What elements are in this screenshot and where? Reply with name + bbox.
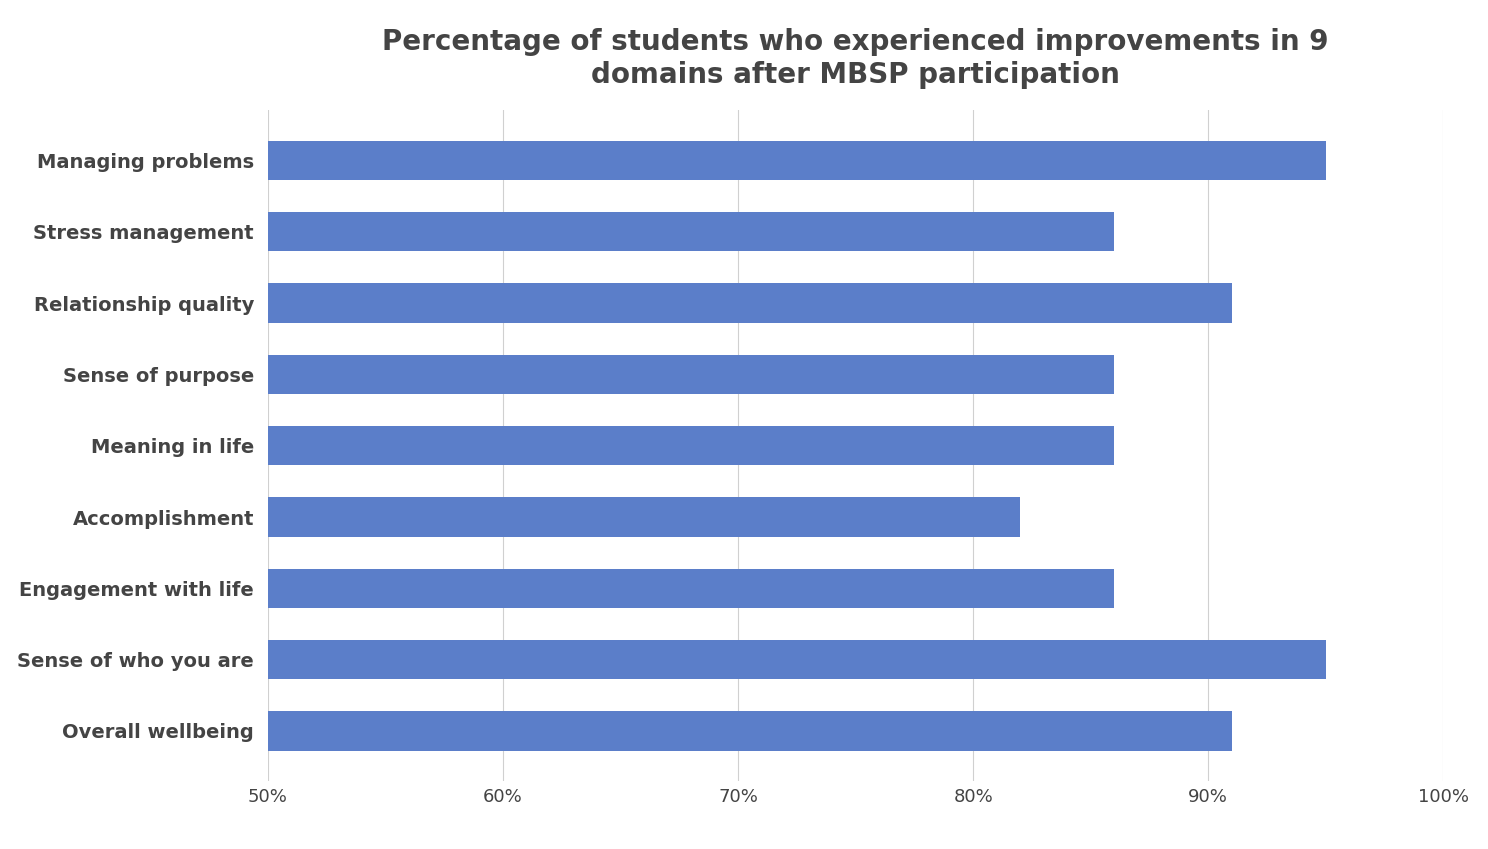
Bar: [268, 426, 1115, 465]
Title: Percentage of students who experienced improvements in 9
domains after MBSP part: Percentage of students who experienced i…: [382, 28, 1329, 88]
Bar: [268, 498, 1021, 537]
Bar: [268, 284, 1232, 323]
Bar: [268, 569, 1115, 608]
Bar: [268, 141, 1326, 180]
Bar: [268, 640, 1326, 679]
Bar: [268, 711, 1232, 751]
Bar: [268, 212, 1115, 251]
Bar: [268, 355, 1115, 394]
